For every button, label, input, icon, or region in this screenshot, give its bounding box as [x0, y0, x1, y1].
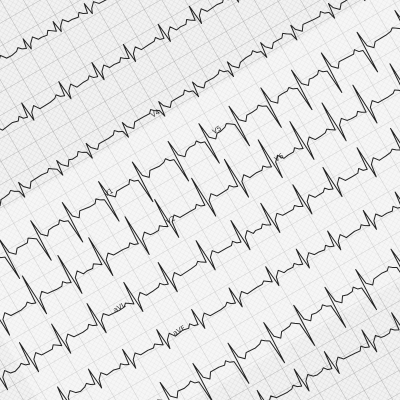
- ecg-trace: [0, 70, 400, 400]
- ecg-trace: [0, 109, 400, 400]
- ecg-trace: [0, 19, 400, 400]
- ecg-trace: [0, 0, 400, 210]
- lead-label: V6: [273, 152, 285, 164]
- ecg-trace: [0, 173, 400, 400]
- lead-label: V1: [103, 187, 115, 199]
- ecg-trace: [0, 0, 400, 314]
- lead-label: V4: [150, 108, 162, 120]
- lead-label: V2: [165, 215, 177, 227]
- lead-label: V5: [211, 124, 223, 136]
- ecg-trace: [0, 0, 400, 262]
- ecg-trace: [0, 0, 400, 373]
